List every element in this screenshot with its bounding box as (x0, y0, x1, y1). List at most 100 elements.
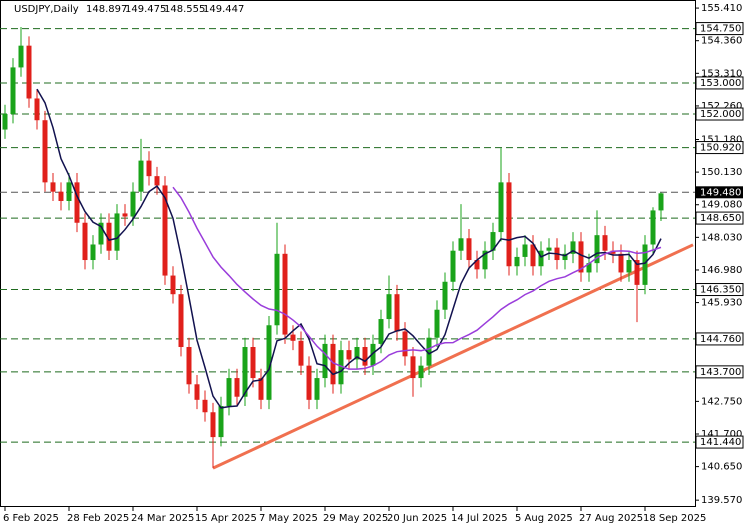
y-tick-label: 154.360 (701, 36, 742, 47)
candle-body (594, 235, 600, 264)
candle-body (154, 176, 160, 186)
x-tick-label: 28 Feb 2025 (67, 513, 129, 524)
candle-body (490, 232, 496, 251)
candle-body (338, 350, 344, 385)
candle-body (482, 250, 488, 270)
x-tick-label: 15 Apr 2025 (195, 513, 257, 524)
level-label-box (695, 211, 744, 225)
level-label-box (695, 435, 744, 449)
candle-body (58, 191, 64, 201)
candle-body (466, 238, 472, 261)
level-label-box (695, 365, 744, 379)
y-tick-label: 146.980 (701, 265, 742, 276)
candle-body (186, 347, 192, 385)
symbol: USDJPY,Daily (14, 4, 79, 15)
header-high: 149.475 (125, 4, 166, 15)
moving-average (172, 186, 662, 370)
candle-body (362, 347, 368, 366)
level-label: 146.350 (700, 285, 741, 296)
candle-body (82, 222, 88, 261)
x-tick-label: 29 May 2025 (323, 513, 388, 524)
candle-body (610, 250, 616, 254)
candle-body (274, 253, 280, 326)
candle-body (98, 222, 104, 245)
candle-body (106, 222, 112, 251)
y-tick-label: 145.930 (701, 298, 742, 309)
candle-body (562, 253, 568, 261)
candle-body (378, 319, 384, 344)
candle-body (26, 45, 32, 99)
y-tick-label: 140.650 (701, 462, 742, 473)
candle-body (42, 120, 48, 183)
y-tick-label: 139.570 (701, 495, 742, 506)
candle-body (530, 244, 536, 267)
candle-body (2, 114, 8, 130)
x-tick-label: 6 Feb 2025 (3, 513, 59, 524)
candle-body (386, 294, 392, 320)
price-label-box (696, 186, 743, 199)
candle-body (242, 347, 248, 397)
candle-body (250, 347, 256, 379)
header-open: 148.897 (86, 4, 127, 15)
candle-body (290, 334, 296, 341)
candle-body (18, 45, 24, 68)
candle-body (298, 340, 304, 366)
candle-body (218, 406, 224, 438)
candle-body (442, 281, 448, 310)
y-tick-label: 155.410 (701, 3, 742, 14)
candle-body (602, 235, 608, 251)
level-label: 144.760 (700, 334, 741, 345)
candle-body (170, 275, 176, 295)
candle-body (578, 241, 584, 273)
candle-body (538, 250, 544, 267)
candle-body (458, 238, 464, 251)
candle-body (66, 182, 72, 201)
x-tick-label: 7 May 2025 (259, 513, 318, 524)
level-label-box (695, 107, 744, 121)
candle-body (330, 343, 336, 385)
candle-body (162, 185, 168, 276)
candle-body (226, 378, 232, 407)
y-tick-label: 141.700 (701, 429, 742, 440)
y-tick-label: 152.260 (701, 101, 742, 112)
level-label-box (695, 76, 744, 90)
candle-body (50, 182, 56, 192)
candle-body (394, 294, 400, 332)
y-tick-label: 142.750 (701, 396, 742, 407)
candle-body (450, 250, 456, 282)
candle-body (10, 67, 16, 115)
candle-body (146, 160, 152, 177)
candle-body (322, 343, 328, 379)
candle-body (130, 191, 136, 217)
y-tick-label: 151.180 (701, 134, 742, 145)
candle-body (546, 247, 552, 251)
x-tick-label: 18 Sep 2025 (643, 513, 706, 524)
y-tick-label: 149.080 (701, 200, 742, 211)
candle-body (402, 331, 408, 357)
candle-body (410, 356, 416, 379)
candle-body (282, 253, 288, 335)
candle-body (234, 378, 240, 397)
candle-body (90, 244, 96, 261)
candle-body (506, 182, 512, 267)
candle-body (650, 210, 656, 245)
candle-body (426, 337, 432, 366)
candle-body (114, 213, 120, 251)
y-tick-label: 153.310 (701, 68, 742, 79)
candle-body (34, 98, 40, 121)
candle-body (626, 260, 632, 273)
candle-body (266, 325, 272, 400)
y-tick-label: 148.030 (701, 232, 742, 243)
candle-body (586, 263, 592, 273)
level-label: 148.650 (700, 213, 741, 224)
candle-body (194, 384, 200, 400)
candle-body (634, 260, 640, 285)
candle-body (210, 412, 216, 438)
level-label-box (695, 283, 744, 297)
header-close: 149.447 (203, 4, 244, 15)
level-label-box (695, 332, 744, 346)
level-label: 152.000 (700, 109, 741, 120)
level-label: 150.920 (700, 143, 741, 154)
x-tick-label: 24 Mar 2025 (131, 513, 194, 524)
candle-body (658, 193, 664, 211)
